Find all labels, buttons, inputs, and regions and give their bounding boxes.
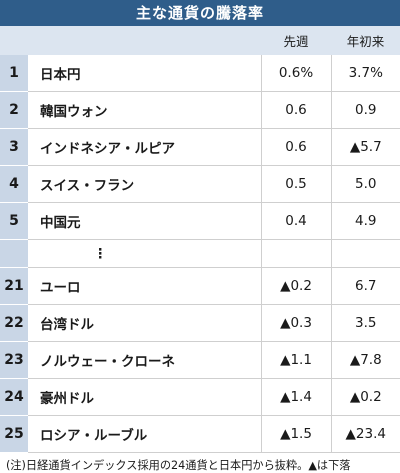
currency-name: 韓国ウォン xyxy=(28,91,262,129)
table-row: 4 スイス・フラン 0.5 5.0 xyxy=(0,165,400,203)
vertical-ellipsis: ⋮ xyxy=(93,245,108,262)
week-change: ▲1.4 xyxy=(261,378,332,416)
rank-cell: 24 xyxy=(0,378,28,416)
ellipsis-row: ⋮ xyxy=(0,239,400,268)
ytd-change: 6.7 xyxy=(331,267,400,305)
week-change: ▲1.1 xyxy=(261,341,332,379)
ytd-change: ▲5.7 xyxy=(331,128,400,166)
ytd-change: ▲7.8 xyxy=(331,341,400,379)
week-change: 0.4 xyxy=(261,202,332,240)
ellipsis-cell: ⋮ xyxy=(28,239,262,268)
table-row: 23 ノルウェー・クローネ ▲1.1 ▲7.8 xyxy=(0,341,400,379)
table-row: 21 ユーロ ▲0.2 6.7 xyxy=(0,267,400,305)
currency-name: ユーロ xyxy=(28,267,262,305)
table-row: 5 中国元 0.4 4.9 xyxy=(0,202,400,240)
ytd-change: ▲0.2 xyxy=(331,378,400,416)
rank-cell: 21 xyxy=(0,267,28,305)
week-change: 0.5 xyxy=(261,165,332,203)
ytd-change: 4.9 xyxy=(331,202,400,240)
ytd-change: 3.7% xyxy=(331,55,400,92)
rank-cell: 25 xyxy=(0,415,28,453)
header-ytd: 年初来 xyxy=(331,26,400,55)
rank-cell: 3 xyxy=(0,128,28,166)
week-change: 0.6 xyxy=(261,128,332,166)
currency-table: 先週 年初来 1 日本円 0.6% 3.7% 2 韓国ウォン 0.6 0.9 3… xyxy=(0,26,400,453)
header-name-cell xyxy=(28,26,261,55)
ytd-change: 0.9 xyxy=(331,91,400,129)
currency-name: インドネシア・ルピア xyxy=(28,128,262,166)
rank-cell xyxy=(0,239,28,268)
table-title: 主な通貨の騰落率 xyxy=(0,0,400,26)
currency-name: スイス・フラン xyxy=(28,165,262,203)
currency-name: 豪州ドル xyxy=(28,378,262,416)
rank-cell: 1 xyxy=(0,55,28,92)
header-row: 先週 年初来 xyxy=(0,26,400,55)
currency-name: 日本円 xyxy=(28,55,262,92)
ytd-change: ▲23.4 xyxy=(331,415,400,453)
rank-cell: 4 xyxy=(0,165,28,203)
table-row: 2 韓国ウォン 0.6 0.9 xyxy=(0,91,400,129)
ytd-change xyxy=(331,239,400,268)
footnote: (注)日経通貨インデックス採用の24通貨と日本円から抜粋。▲は下落 xyxy=(6,459,351,472)
table-row: 25 ロシア・ルーブル ▲1.5 ▲23.4 xyxy=(0,415,400,453)
week-change: 0.6% xyxy=(261,55,332,92)
week-change: ▲0.2 xyxy=(261,267,332,305)
ytd-change: 5.0 xyxy=(331,165,400,203)
table-row: 3 インドネシア・ルピア 0.6 ▲5.7 xyxy=(0,128,400,166)
week-change: ▲0.3 xyxy=(261,304,332,342)
week-change: 0.6 xyxy=(261,91,332,129)
header-rank-cell xyxy=(0,26,28,55)
currency-name: ロシア・ルーブル xyxy=(28,415,262,453)
header-week: 先週 xyxy=(261,26,331,55)
week-change: ▲1.5 xyxy=(261,415,332,453)
rank-cell: 22 xyxy=(0,304,28,342)
week-change xyxy=(261,239,332,268)
currency-name: ノルウェー・クローネ xyxy=(28,341,262,379)
rank-cell: 2 xyxy=(0,91,28,129)
currency-name: 中国元 xyxy=(28,202,262,240)
table-row: 22 台湾ドル ▲0.3 3.5 xyxy=(0,304,400,342)
table-row: 1 日本円 0.6% 3.7% xyxy=(0,55,400,92)
rank-cell: 5 xyxy=(0,202,28,240)
currency-name: 台湾ドル xyxy=(28,304,262,342)
ytd-change: 3.5 xyxy=(331,304,400,342)
rank-cell: 23 xyxy=(0,341,28,379)
table-row: 24 豪州ドル ▲1.4 ▲0.2 xyxy=(0,378,400,416)
